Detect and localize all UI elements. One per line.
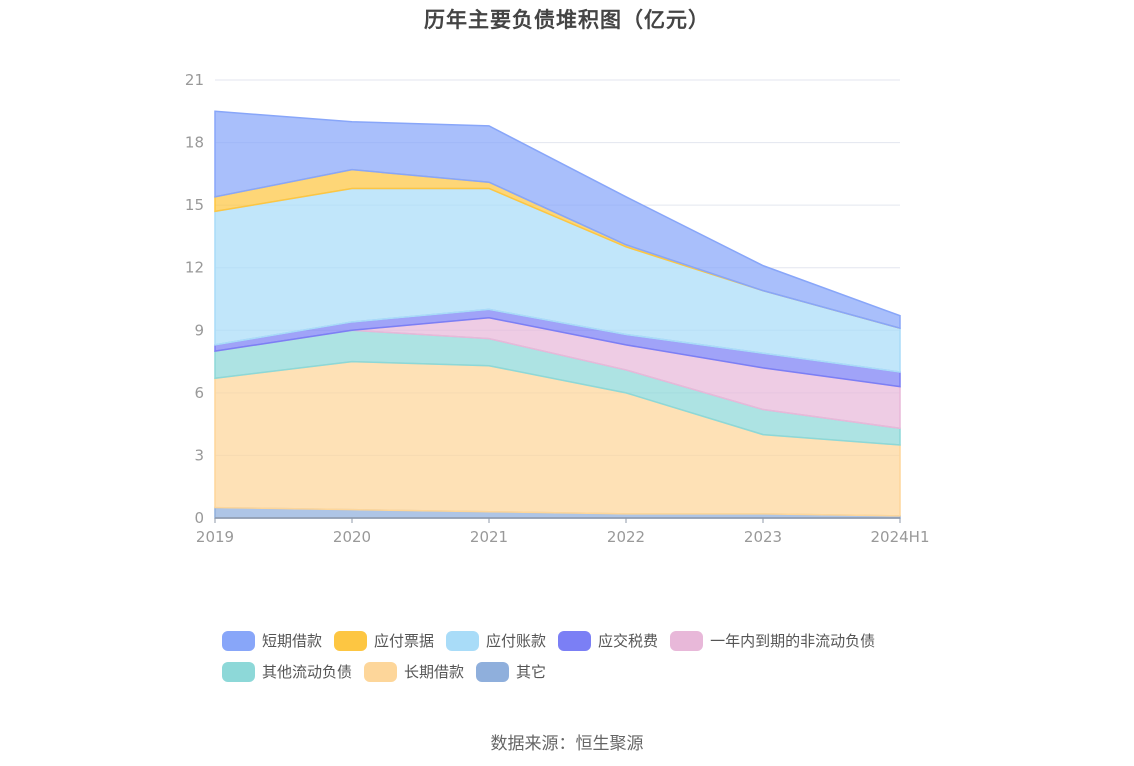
legend-item[interactable]: 一年内到期的非流动负债 (670, 630, 875, 651)
stacked-area-chart: 0 3 6 9 12 15 18 21 2019 2020 2021 2022 2023 2024H1 (185, 71, 930, 546)
legend-label: 其他流动负债 (262, 663, 353, 681)
y-tick-label: 21 (185, 71, 204, 89)
x-tick-label: 2024H1 (871, 528, 930, 546)
legend: 短期借款 应付票据 应付账款 应交税费 一年内到期的非流动负债其他流动负债 长期借款 其它 (222, 630, 942, 692)
area-series (214, 110, 901, 519)
x-tick-label: 2023 (744, 528, 782, 546)
legend-swatch (476, 661, 510, 682)
legend-label: 应付账款 (486, 632, 547, 650)
axes: 0 3 6 9 12 15 18 21 2019 2020 2021 2022 2023 2024H1 (185, 71, 930, 546)
legend-label: 短期借款 (262, 632, 323, 650)
x-tick-label: 2021 (470, 528, 508, 546)
data-source: 数据来源：恒生聚源 (490, 734, 644, 754)
legend-row: 短期借款 应付票据 应付账款 应交税费 一年内到期的非流动负债 (222, 630, 942, 651)
legend-label: 应付票据 (374, 632, 435, 650)
legend-swatch (364, 661, 398, 682)
y-tick-label: 0 (194, 509, 204, 527)
y-tick-label: 15 (185, 196, 204, 214)
x-tick-label: 2022 (607, 528, 645, 546)
legend-swatch (558, 630, 592, 651)
y-tick-label: 9 (194, 321, 204, 339)
y-tick-label: 18 (185, 134, 204, 152)
legend-item[interactable]: 其它 (476, 661, 546, 682)
legend-swatch (334, 630, 368, 651)
legend-label: 一年内到期的非流动负债 (710, 632, 876, 650)
legend-swatch (222, 661, 255, 682)
legend-item[interactable]: 长期借款 (364, 661, 464, 682)
y-tick-label: 6 (194, 384, 204, 402)
legend-row: 其他流动负债 长期借款 其它 (222, 661, 942, 682)
x-tick-label: 2019 (196, 528, 234, 546)
legend-label: 长期借款 (404, 663, 465, 681)
legend-swatch (222, 630, 255, 651)
legend-item[interactable]: 应付账款 (446, 630, 546, 651)
legend-label: 其它 (516, 663, 547, 681)
x-tick-label: 2020 (333, 528, 371, 546)
chart-title: 历年主要负债堆积图（亿元） (424, 8, 710, 32)
legend-item[interactable]: 短期借款 (222, 630, 322, 651)
legend-label: 应交税费 (598, 632, 659, 650)
legend-item[interactable]: 应交税费 (558, 630, 658, 651)
area-series-短期借款 (214, 110, 901, 330)
legend-item[interactable]: 应付票据 (334, 630, 434, 651)
legend-swatch (446, 630, 480, 651)
legend-item[interactable]: 其他流动负债 (222, 661, 352, 682)
legend-swatch (670, 630, 704, 651)
y-tick-label: 3 (194, 446, 204, 464)
y-tick-label: 12 (185, 259, 204, 277)
